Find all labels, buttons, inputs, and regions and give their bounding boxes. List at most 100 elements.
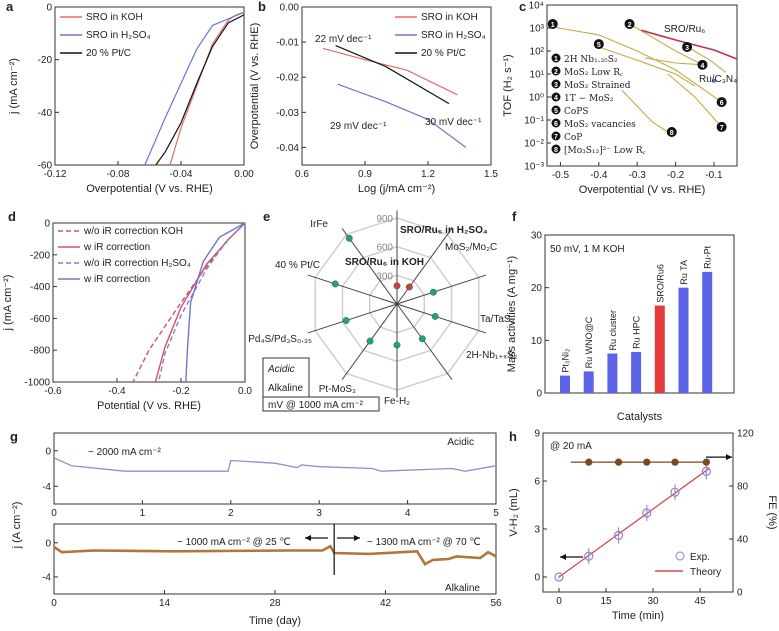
radar-category-label: Fe-H₂ [384,396,410,407]
plot-frame [542,432,734,593]
literature-curve-5 [598,46,696,87]
y-tick-label: -20 [38,55,53,66]
panel-label-f: f [512,209,517,224]
plot-frame [54,6,245,166]
y-tick-label: 9 [534,429,540,440]
plot-frame [301,6,492,166]
plot-frame [53,432,497,505]
y-tick-label: 20 [531,283,543,294]
y-tick-label: -0.03 [276,108,299,119]
panel-label-b: b [258,0,266,14]
radar-category-label: 2H-Nb₁₊ₓS₂ [466,350,518,361]
series-line-1 [154,222,246,383]
alkaline-stability-curve [53,544,497,566]
x-tick-label: 1 [140,508,146,519]
y2-tick-label: 40 [737,535,749,546]
y-tick-label: 3 [534,524,540,535]
x-tick-label: 56 [490,598,502,609]
marker-number: 6 [720,100,724,107]
x-tick-label: -0.04 [170,169,193,180]
x-tick-label: -0.2 [667,170,685,181]
legend-number: 1 [554,56,558,63]
y-tick-label: 0 [45,446,51,457]
exp-point [584,551,594,561]
legend-exp-marker [675,551,685,561]
condition-label: Alkaline [445,583,480,594]
marker-1 [547,18,558,29]
y-tick-label: -4 [42,482,51,493]
condition-label: Acidic [447,437,474,448]
x-tick-label: 3 [316,508,322,519]
legend-entry: 20 % Pt/C [86,48,131,59]
x-tick-label: 30 [647,596,659,607]
radar-point [366,337,374,345]
y-tick-label: 10⁻² [524,139,544,150]
legend-entry: w iR correction [83,242,150,253]
x-tick-label: 42 [380,598,392,609]
bar [678,287,689,393]
x-tick-label: -0.6 [44,386,62,397]
y-tick-label: 10⁴ [529,1,544,12]
marker-8 [666,127,677,138]
marker-number: 5 [597,42,601,49]
y-tick-label: 0 [536,389,542,400]
x-tick-label: 45 [695,596,707,607]
y2-tick-label: 120 [737,429,754,440]
marker-4 [697,59,708,70]
unit-box [262,396,380,412]
legend-entry: w/o iR correction KOH [83,226,183,237]
x-tick-label: -0.5 [552,170,570,181]
condition-annotation: 50 mV, 1 M KOH [550,244,625,255]
legend-entry: 2H Nb₁.₃₅S₂ [564,55,618,65]
panel-label-h: h [509,429,517,444]
literature-curve-3 [686,46,726,73]
legend-entry: MoS₂ vacancies [564,120,636,130]
series-line-1 [144,11,245,166]
radar-ring-label: 600 [376,243,393,254]
radar-category-label: Ta/TaS₂ [480,314,515,325]
radar-ring-label: 300 [376,271,393,282]
x-tick-label: -0.4 [590,170,608,181]
radar-point [345,234,353,242]
x-axis-label: Time (day) [249,615,301,627]
literature-curve-2 [629,23,703,66]
legend-exp: Exp. [690,552,710,563]
y-tick-label: -0.04 [276,143,299,154]
x-tick-label: -0.2 [172,386,190,397]
exp-point [642,508,652,518]
fe-point [643,458,651,466]
exp-point [670,487,680,497]
fe-point [702,458,710,466]
radar-point [405,283,413,291]
marker-number: 4 [701,63,705,70]
theory-line [558,467,710,578]
y-tick-label: 0 [44,219,50,230]
bar-label: Ru-Pt [703,245,713,269]
legend-number: 5 [554,108,558,115]
panel-label-e: e [263,209,270,224]
exp-point [701,466,711,476]
y-tick-label: -60 [38,161,53,172]
exp-point [613,530,624,540]
legend-number: 3 [554,82,558,89]
x-tick-label: 2 [228,508,234,519]
y-tick-label: 6 [534,476,540,487]
radar-point [429,288,437,296]
y2-axis-label: FE (%) [766,495,778,529]
literature-curve-4 [644,57,703,66]
x-tick-label: 5 [493,508,499,519]
legend-marker [551,105,561,115]
y-axis-label: j (mA cm⁻²) [2,275,14,332]
fe-axis-arrow-head [726,454,732,461]
marker-5 [593,39,604,50]
legend-entry: MoS₂ Strained [564,81,631,91]
x-tick-label: 14 [159,598,171,609]
y-axis-label: V-H₂ (mL) [508,488,520,536]
marker-number: 2 [628,22,632,29]
y-axis-label: j (mA cm⁻²) [8,58,20,115]
x-tick-label: 0.6 [295,169,309,180]
exp-point [554,572,564,582]
right-condition-annotation: ~ 1300 mA cm⁻² @ 70 ℃ [367,537,481,548]
legend-marker [551,53,561,63]
